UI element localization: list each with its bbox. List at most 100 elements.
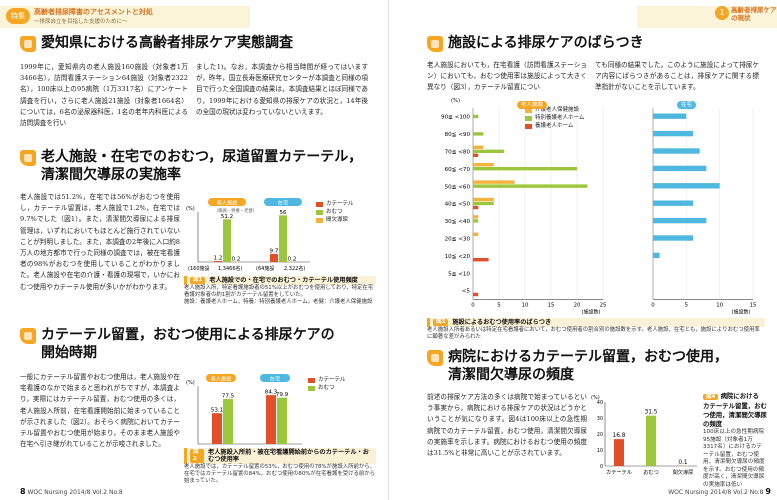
right-footer: WOC Nursing 2014/8 Vol.2 No.8 9 xyxy=(668,487,771,496)
journal-name: WOC Nursing xyxy=(668,489,709,496)
data-label: 51.2 xyxy=(221,214,233,220)
bar xyxy=(214,261,222,262)
legend-item: 介護老人保健施設 xyxy=(525,106,584,114)
figure-1-chart: (%) 老人施設 1.2 51.2 0.2 在宅 9.7 56 0.2 (160施設 1,3466名… xyxy=(186,198,310,272)
x-axis-label: (施設数) xyxy=(732,308,751,315)
figure-4-title: 図4 病院における カテーテル留置，おむつ使用，清潔間欠導尿の頻度 xyxy=(703,392,767,428)
figure-3: (%) 90≦ <100 80≦ <90 70≦ <80 60≦ <70 50≦ <60 4… xyxy=(427,94,767,318)
figure-1-caption-block: 図1 老人施設での・在宅でのおむつ・カテーテル使用頻度 老人施設入所，特定看護施設… xyxy=(184,276,376,306)
page-number: 9 xyxy=(765,487,771,496)
bar xyxy=(223,219,231,262)
bar xyxy=(653,130,693,137)
legend-swatch-icon xyxy=(316,209,323,215)
n-label: 1,3466名) xyxy=(218,265,242,272)
x-tick-label: 15 xyxy=(548,302,555,308)
right-page: 1 高齢者排尿ケア の現状 施設による排尿ケアのばらつき 老人施設においても，在宅… xyxy=(389,0,777,500)
y-tick-label: 10 xyxy=(597,448,603,454)
header-band xyxy=(637,6,777,28)
panel-label-facility: 老人施設 xyxy=(517,91,548,110)
bar xyxy=(473,197,494,202)
y-tick-label: 20 xyxy=(597,432,603,438)
bar xyxy=(473,167,577,171)
bar xyxy=(653,252,660,259)
section-title: 愛知県における高齢者排尿ケア実態調査 xyxy=(41,35,293,51)
section-title-line2: 清潔間欠導尿の実施率 xyxy=(41,167,181,183)
bar xyxy=(277,397,287,444)
page-number: 8 xyxy=(20,487,26,496)
category-label: 50≦ <60 xyxy=(445,184,471,190)
issue-info: 2014/8 Vol.2 No.8 xyxy=(69,489,123,496)
bar xyxy=(473,149,505,153)
figure-4-chart: (%) 0 10 20 30 40 16.8 カテーテル 31.5 おむつ 0.1 間欠導尿 xyxy=(591,395,697,476)
figure-1-legend: カテーテル おむつ 間欠導尿 xyxy=(316,200,354,224)
bar xyxy=(473,201,494,206)
category-label: 40≦ <50 xyxy=(445,202,471,208)
survey-text-col1: 1999年に，愛知県内の老人施設160施設（対象者1万3466名），訪問看護ステ… xyxy=(20,63,188,128)
figure-4-side-caption: 図4 病院における カテーテル留置，おむつ使用，清潔間欠導尿の頻度 100床以上… xyxy=(703,392,767,489)
figure-2-caption: 老人施設では，カテーテル留置の53%，おむつ使用の78%が施設入所前から，在宅で… xyxy=(184,464,376,484)
left-page: 特集 高齢者排尿障害のアセスメントと対処 ～排尿自立を目指した支援のために～ 愛… xyxy=(0,0,388,500)
legend-item: 間欠導尿 xyxy=(316,216,354,224)
category-label: カテーテル xyxy=(606,469,632,476)
bar xyxy=(653,235,693,241)
x-tick-label: 5 xyxy=(497,302,500,308)
usage-text: 老人施設では51.2%，在宅では56%がおむつを使用し，カテーテル留置は，老人施… xyxy=(20,193,180,291)
bar xyxy=(653,148,700,154)
figure-3-legend: 介護老人保健施設 特別養護老人ホーム 養護老人ホーム xyxy=(525,106,584,130)
group-label: 在宅 xyxy=(270,374,280,382)
bar xyxy=(473,132,484,136)
bar xyxy=(473,163,494,167)
data-label: 0.1 xyxy=(678,460,688,466)
group-label: 老人施設 xyxy=(217,198,238,206)
category-label: 間欠導尿 xyxy=(673,468,694,476)
legend-item: カテーテル xyxy=(316,200,354,208)
bar xyxy=(473,180,515,184)
data-label: 31.5 xyxy=(645,410,658,416)
section-title-line1: 老人施設・在宅でのおむつ，尿道留置カテーテル， xyxy=(41,149,363,165)
bar xyxy=(473,153,479,157)
bar xyxy=(646,415,656,466)
section-icon xyxy=(20,36,36,52)
figure-4-caption: 100床以上の急性期病院95施設（対象者1万3317名）におけるカテーテル留置，… xyxy=(703,429,765,488)
section-title-line1: カテーテル留置，おむつ使用による排尿ケアの xyxy=(41,327,335,343)
group-label-pill xyxy=(260,374,290,382)
group-sublabel: （職員・特養・老健） xyxy=(214,207,257,214)
bar xyxy=(653,217,707,224)
data-label: 79.9 xyxy=(276,392,289,398)
x-tick-label: 25 xyxy=(600,302,607,308)
bar xyxy=(653,183,720,189)
bar xyxy=(223,399,233,444)
bar xyxy=(473,145,484,149)
data-label: 0.2 xyxy=(288,256,297,262)
legend-swatch-icon xyxy=(308,385,315,391)
bar xyxy=(266,395,276,444)
section-heading-hospital: 病院におけるカテーテル留置，おむつ使用， 清潔間欠導尿の頻度 xyxy=(427,348,728,384)
group-label-pill xyxy=(206,374,236,382)
hospital-text: 前述の排尿ケア方法の多くは病院で始まっているという事実から，病院における排尿ケア… xyxy=(427,393,587,458)
legend-item: おむつ xyxy=(316,208,354,216)
legend-swatch-icon xyxy=(316,201,323,207)
bar xyxy=(473,184,588,188)
category-label: 90≦ <100 xyxy=(441,115,470,121)
figure-1: (%) 老人施設 1.2 51.2 0.2 在宅 9.7 56 0.2 (160施設 1,3466名… xyxy=(184,196,374,276)
chapter-badge: 1 xyxy=(715,6,729,20)
bar xyxy=(212,413,222,444)
variation-text-col2: ても同様の結果でした。このように施設によって排尿ケア内容にばらつきがあることは，… xyxy=(595,61,759,92)
bar xyxy=(653,200,693,206)
feature-title: 高齢者排尿障害のアセスメントと対処 xyxy=(34,8,153,16)
x-tick-label: 0 xyxy=(651,302,655,308)
legend-swatch-icon xyxy=(308,377,315,383)
legend-item: カテーテル xyxy=(308,376,346,384)
survey-text-col2: ました1)。なお，本調査から相当時間が経ってはいますが，昨年，国立長寿医療研究セ… xyxy=(196,63,368,116)
y-tick-label: 30 xyxy=(597,416,603,422)
header-band xyxy=(0,6,250,28)
section-icon xyxy=(427,350,443,366)
category-label: 20≦ <30 xyxy=(445,237,471,243)
category-label: 5≦ <10 xyxy=(448,271,470,277)
x-tick-label: 10 xyxy=(716,302,723,308)
group-label-pill xyxy=(264,198,302,206)
data-label: 9.7 xyxy=(270,248,279,254)
bar xyxy=(473,232,479,236)
section-heading-usage: 老人施設・在宅でのおむつ，尿道留置カテーテル， 清潔間欠導尿の実施率 xyxy=(20,148,362,184)
y-tick-label: 40 xyxy=(597,400,603,406)
